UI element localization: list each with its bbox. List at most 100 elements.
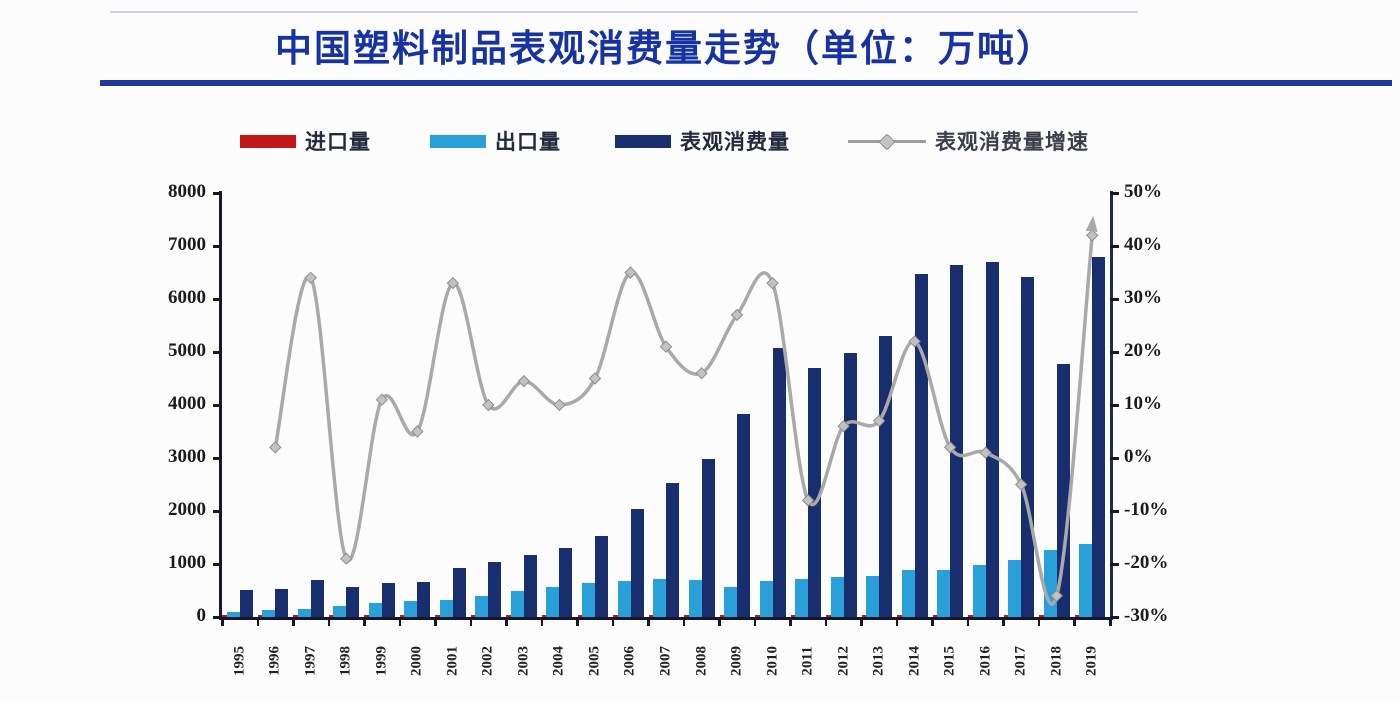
y-right-tick (1110, 563, 1119, 566)
y-right-tick-label: 20% (1124, 340, 1162, 361)
import-bar-2009 (719, 615, 724, 617)
y-left-tick-label: 7000 (168, 234, 206, 255)
x-axis-tick (789, 617, 792, 626)
import-bar-2004 (541, 615, 547, 617)
x-axis-tick (576, 617, 579, 626)
consumption-bar-2004 (559, 547, 573, 617)
export-bar-2012 (830, 576, 844, 617)
y-right-tick-label: 30% (1124, 287, 1162, 308)
legend-label-growth: 表观消费量增速 (935, 131, 1089, 154)
title-underline (100, 80, 1392, 86)
export-bar-2018 (1043, 549, 1057, 617)
consumption-bar-2000 (417, 581, 431, 617)
x-axis-tick (327, 617, 331, 626)
legend-item-growth: 表观消费量增速 (848, 126, 1089, 156)
y-right-tick (1110, 192, 1119, 195)
x-tick-label-2019: 2019 (1083, 646, 1100, 676)
import-bar-2006 (613, 615, 618, 617)
import-bar-2005 (577, 615, 582, 617)
x-axis-tick (753, 617, 757, 626)
legend-item-import: 进口量 (240, 126, 371, 156)
import-swatch-icon (240, 134, 296, 148)
consumption-bar-2006 (630, 509, 644, 617)
export-bar-2000 (404, 600, 418, 617)
export-bar-1996 (262, 610, 276, 617)
y-right-tick-label: 40% (1124, 234, 1162, 255)
export-bar-2008 (688, 579, 702, 617)
x-axis-tick (682, 617, 686, 626)
consumption-bar-1995 (239, 590, 253, 617)
y-right-tick-label: -20% (1124, 552, 1169, 573)
y-right-tick-label: -30% (1124, 605, 1169, 626)
import-bar-2014 (897, 615, 902, 617)
plot-area (222, 193, 1110, 617)
export-bar-1999 (368, 603, 382, 617)
import-bar-2016 (968, 615, 973, 617)
y-left-tick (213, 351, 222, 354)
x-axis-tick (860, 617, 863, 626)
x-tick-label-2013: 2013 (870, 646, 887, 676)
consumption-bar-2002 (488, 562, 502, 617)
consumption-bar-2017 (1021, 276, 1035, 617)
import-bar-2012 (826, 615, 831, 617)
x-tick-label-2016: 2016 (977, 646, 994, 676)
export-bar-2006 (617, 581, 631, 617)
y-left-tick-label: 2000 (168, 499, 206, 520)
consumption-bar-2015 (950, 265, 964, 617)
consumption-bar-2016 (985, 262, 999, 617)
import-bar-2003 (506, 615, 511, 617)
y-left-tick (213, 298, 222, 301)
x-tick-label-2006: 2006 (621, 646, 638, 676)
x-tick-label-1995: 1995 (231, 646, 248, 676)
import-bar-2001 (435, 615, 440, 617)
x-tick-label-2004: 2004 (550, 646, 567, 676)
export-bar-1998 (333, 605, 347, 617)
y-left-tick-label: 4000 (168, 393, 206, 414)
x-axis-tick (256, 617, 260, 626)
consumption-bar-2012 (843, 353, 857, 617)
y-right-tick-label: 50% (1124, 181, 1162, 202)
export-bar-2019 (1079, 544, 1093, 617)
x-axis-tick (647, 617, 650, 626)
y-left-tick-label: 5000 (168, 340, 206, 361)
consumption-bar-2019 (1092, 257, 1106, 617)
y-left-tick (213, 616, 222, 619)
x-tick-label-2017: 2017 (1012, 646, 1029, 676)
export-bar-2002 (475, 595, 489, 617)
import-bar-1999 (364, 615, 369, 617)
x-axis-tick (540, 617, 544, 626)
export-bar-2009 (724, 586, 737, 617)
import-bar-2000 (399, 615, 405, 617)
y-left-tick-label: 3000 (168, 446, 206, 467)
consumption-bar-2005 (595, 536, 608, 617)
y-left-tick-label: 1000 (168, 552, 206, 573)
export-bar-2016 (972, 564, 986, 617)
y-left-tick (213, 457, 222, 460)
x-axis-tick (931, 617, 934, 626)
x-tick-label-2014: 2014 (906, 646, 923, 676)
x-tick-label-2008: 2008 (693, 646, 710, 676)
import-bar-2007 (648, 615, 653, 617)
import-bar-2015 (932, 615, 938, 617)
consumption-bar-1998 (346, 586, 360, 617)
x-axis-tick (966, 617, 970, 626)
legend-label-export: 出口量 (495, 131, 561, 154)
consumption-bar-2003 (523, 554, 537, 617)
import-bar-2010 (755, 615, 760, 617)
y-left-tick-label: 6000 (168, 287, 206, 308)
y-right-tick (1110, 457, 1119, 460)
y-right-tick (1110, 510, 1119, 513)
x-tick-label-2005: 2005 (586, 646, 603, 676)
x-tick-label-1999: 1999 (373, 646, 390, 676)
export-bar-1995 (226, 611, 240, 617)
export-bar-2005 (582, 582, 595, 617)
export-bar-2003 (510, 590, 524, 617)
growth-line-icon-marker (878, 133, 896, 150)
x-tick-label-2002: 2002 (479, 646, 496, 676)
x-axis-tick (824, 617, 828, 626)
import-bar-1998 (328, 615, 334, 617)
x-tick-label-1998: 1998 (337, 646, 354, 676)
x-tick-label-2015: 2015 (941, 646, 958, 676)
y-left-tick (213, 192, 222, 195)
